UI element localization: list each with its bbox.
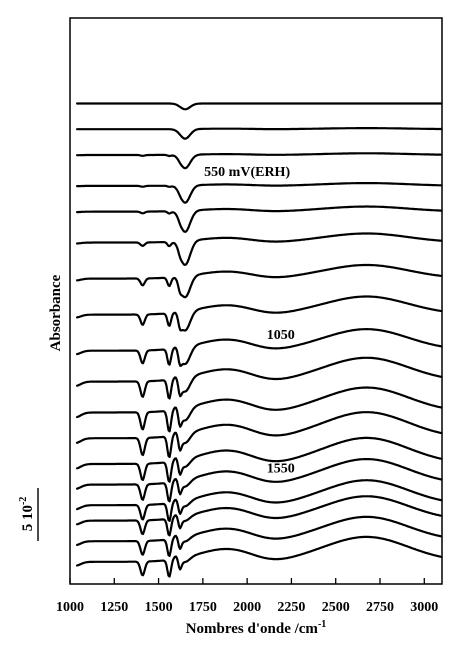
spectrum-curve-4 bbox=[76, 182, 443, 204]
spectrum-curve-6 bbox=[76, 232, 443, 266]
spectrum-curve-16 bbox=[76, 495, 443, 537]
spectrum-curve-18 bbox=[76, 535, 443, 578]
spectrum-curve-5 bbox=[76, 205, 443, 233]
spectrum-curve-12 bbox=[76, 411, 443, 459]
x-tick-label-2500: 2500 bbox=[322, 600, 350, 615]
spectrum-curve-2 bbox=[76, 127, 443, 140]
x-tick-label-2750: 2750 bbox=[366, 600, 394, 615]
annotation-2: 1050 bbox=[267, 328, 295, 343]
scale-bar: 5 10-2 bbox=[18, 488, 39, 541]
plot-frame bbox=[69, 17, 443, 585]
annotations: 550 mV(ERH) 1050 1550 bbox=[204, 165, 295, 477]
x-tick-label-1500: 1500 bbox=[145, 600, 173, 615]
spectra-curves bbox=[76, 102, 443, 578]
x-tick-label-2250: 2250 bbox=[277, 600, 305, 615]
spectrum-curve-3 bbox=[76, 152, 443, 170]
spectrum-curve-9 bbox=[76, 328, 443, 367]
scale-bar-label-main: 5 10 bbox=[20, 505, 36, 531]
x-tick-label-1250: 1250 bbox=[100, 600, 128, 615]
spectrum-curve-15 bbox=[76, 479, 443, 522]
spectrum-curve-1 bbox=[76, 102, 443, 111]
x-axis-label-sup: -1 bbox=[318, 619, 326, 630]
spectrum-curve-7 bbox=[76, 263, 443, 299]
annotation-3: 1550 bbox=[267, 462, 295, 477]
x-tick-label-3000: 3000 bbox=[410, 600, 438, 615]
x-tick-label-2000: 2000 bbox=[233, 600, 261, 615]
x-tick-label-1000: 1000 bbox=[56, 600, 84, 615]
x-axis-ticks: 1000 1250 1500 1750 2000 2250 2500 2750 3000 bbox=[56, 578, 438, 615]
spectrum-curve-10 bbox=[76, 356, 443, 400]
x-tick-label-1750: 1750 bbox=[189, 600, 217, 615]
spectrum-curve-13 bbox=[76, 436, 443, 483]
x-axis-label: Nombres d'onde /cm-1 bbox=[186, 619, 327, 637]
spectrum-curve-14 bbox=[76, 458, 443, 503]
scale-bar-label-sup: -2 bbox=[18, 497, 29, 505]
annotation-1: 550 mV(ERH) bbox=[204, 165, 290, 180]
y-axis-label: Absorbance bbox=[48, 274, 64, 351]
scale-bar-label: 5 10-2 bbox=[18, 497, 36, 532]
x-axis-label-main: Nombres d'onde /cm bbox=[186, 621, 319, 637]
spectrum-curve-8 bbox=[76, 295, 443, 332]
spectrum-curve-17 bbox=[76, 515, 443, 557]
spectrum-curve-11 bbox=[76, 386, 443, 433]
